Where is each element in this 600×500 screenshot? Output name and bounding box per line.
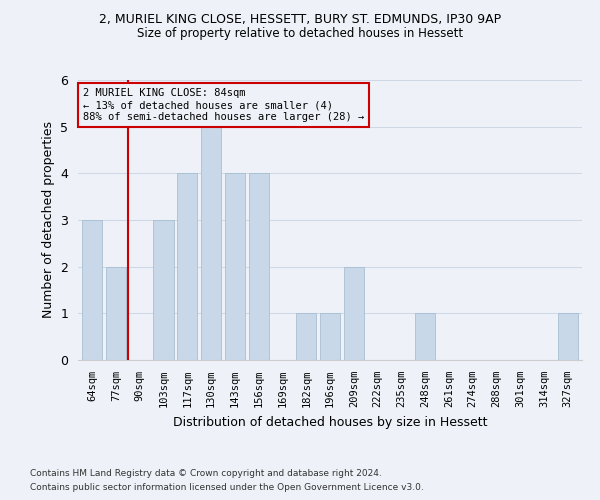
Bar (225, 174, 245, 360)
X-axis label: Distribution of detached houses by size in Hessett: Distribution of detached houses by size … (173, 416, 487, 428)
Bar (154, 220, 173, 360)
Bar (177, 174, 197, 360)
Bar (557, 314, 578, 360)
Text: 2 MURIEL KING CLOSE: 84sqm
← 13% of detached houses are smaller (4)
88% of semi-: 2 MURIEL KING CLOSE: 84sqm ← 13% of deta… (83, 88, 364, 122)
Text: Contains HM Land Registry data © Crown copyright and database right 2024.: Contains HM Land Registry data © Crown c… (30, 468, 382, 477)
Bar (106, 266, 126, 360)
Bar (320, 314, 340, 360)
Bar (201, 126, 221, 360)
Text: Size of property relative to detached houses in Hessett: Size of property relative to detached ho… (137, 28, 463, 40)
Text: 2, MURIEL KING CLOSE, HESSETT, BURY ST. EDMUNDS, IP30 9AP: 2, MURIEL KING CLOSE, HESSETT, BURY ST. … (99, 12, 501, 26)
Bar (248, 174, 269, 360)
Text: Contains public sector information licensed under the Open Government Licence v3: Contains public sector information licen… (30, 484, 424, 492)
Y-axis label: Number of detached properties: Number of detached properties (42, 122, 55, 318)
Bar (296, 314, 316, 360)
Bar (415, 314, 435, 360)
Bar (82, 220, 103, 360)
Bar (344, 266, 364, 360)
